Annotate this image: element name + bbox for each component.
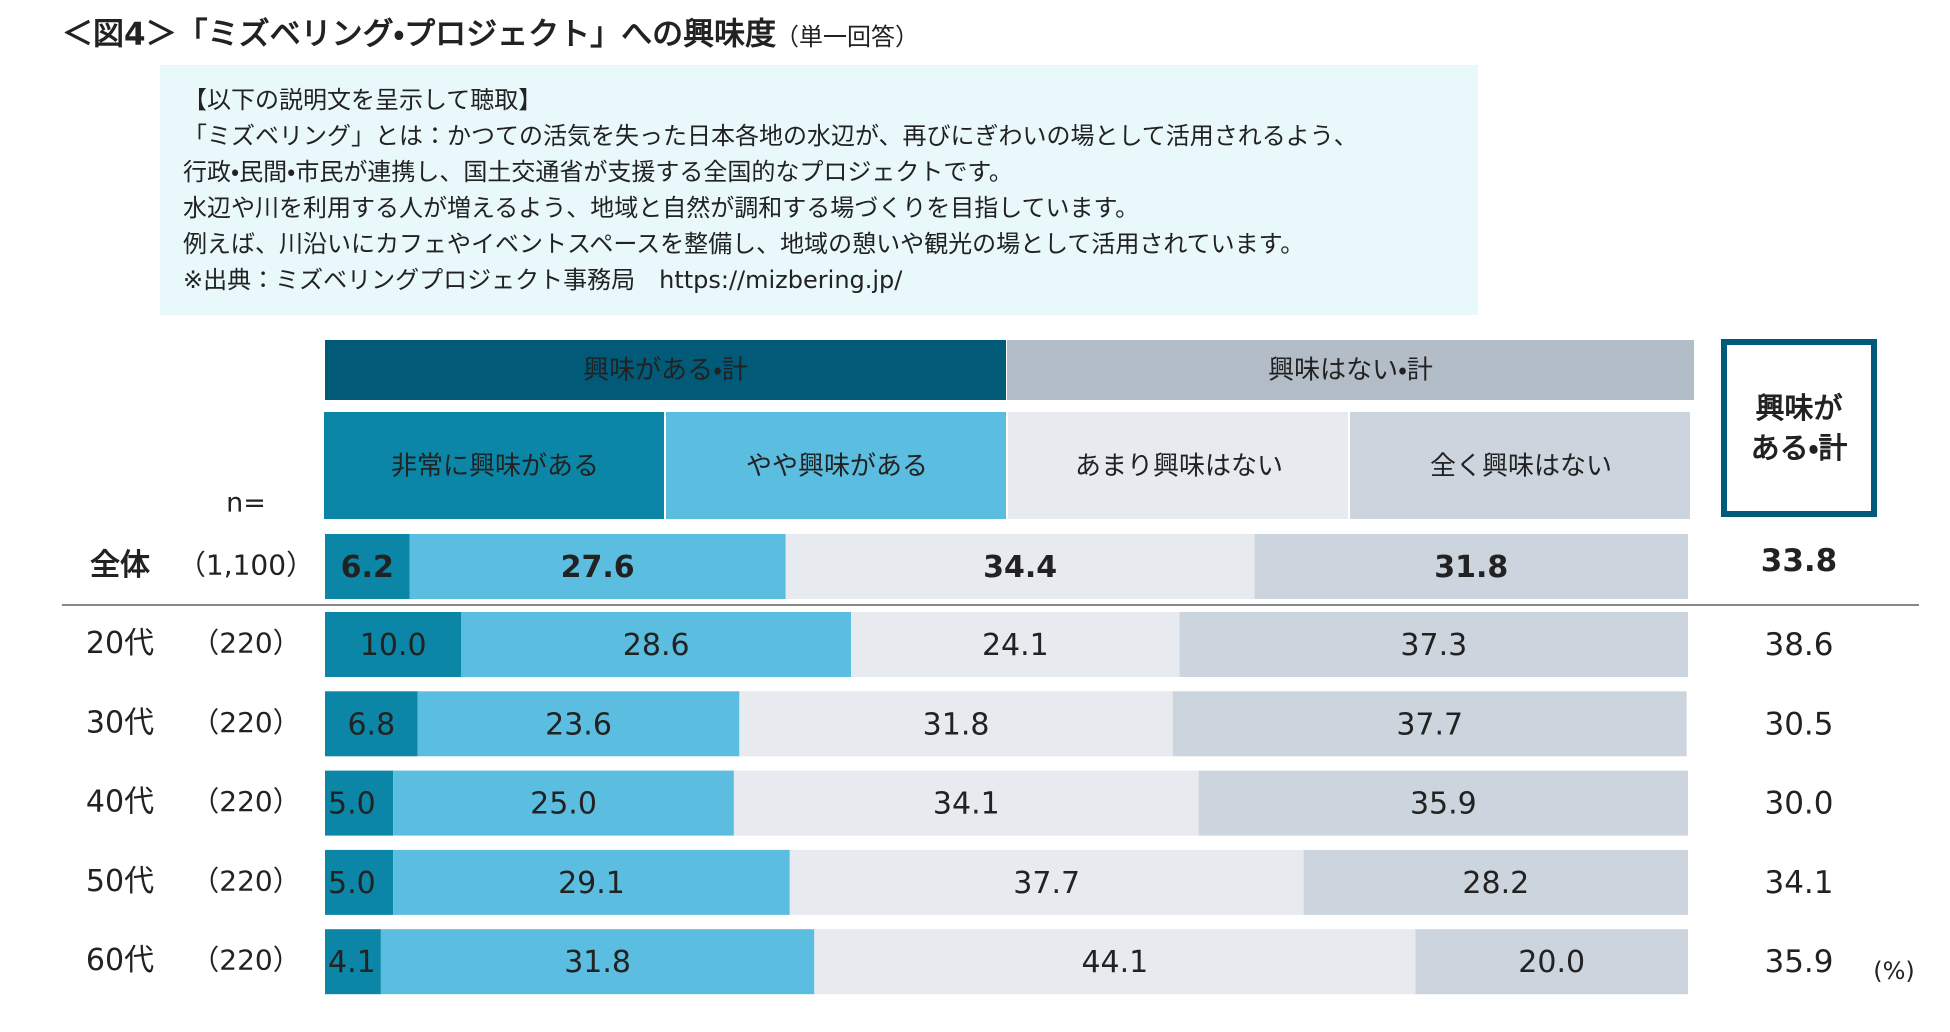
total-value: 38.6 (1764, 627, 1833, 663)
bar-segment (1172, 691, 1687, 757)
sample-size: （220） (191, 627, 300, 660)
value-label: 31.8 (923, 707, 990, 742)
totals-header: ある・計 (1751, 431, 1848, 465)
sample-size: （220） (191, 785, 300, 818)
bar-segment (739, 691, 1173, 757)
bar-segment (325, 929, 381, 995)
bar-segment (789, 849, 1304, 915)
chart-title: ＜図4＞「ミズベリング・プロジェクト」への興味度 (62, 17, 776, 53)
value-label: 37.7 (1013, 866, 1080, 901)
description-line: ※出典：ミズベリングプロジェクト事務局 https://mizbering.jp… (183, 266, 903, 294)
total-value: 34.1 (1764, 865, 1833, 901)
description-line: 行政・民間・市民が連携し、国土交通省が支援する全国的なプロジェクトです。 (183, 158, 1013, 186)
value-label: 34.1 (933, 787, 1000, 822)
value-label: 25.0 (530, 787, 597, 822)
sample-size: （220） (191, 944, 300, 977)
description-line: 「ミズベリング」とは：かつての活気を失った日本各地の水辺が、再びにぎわいの場とし… (183, 122, 1358, 150)
bar-segment (380, 929, 815, 995)
sample-size: （1,100） (178, 549, 314, 582)
category-label: 40代 (86, 785, 154, 820)
category-label: 全体 (90, 548, 151, 583)
value-label: 24.1 (982, 628, 1049, 663)
legend-label: やや興味がある (746, 452, 928, 482)
bar-segment (325, 770, 394, 836)
sample-size: （220） (191, 706, 300, 739)
value-label: 44.1 (1081, 945, 1148, 980)
value-label: 34.4 (983, 550, 1057, 585)
bar-segment (393, 770, 734, 836)
total-value: 35.9 (1764, 944, 1833, 980)
description-line: 【以下の説明文を呈示して聴取】 (183, 86, 542, 114)
category-label: 50代 (86, 864, 154, 899)
value-label: 37.3 (1400, 628, 1467, 663)
group-header (325, 340, 1006, 400)
total-value: 30.0 (1764, 786, 1833, 822)
category-label: 20代 (86, 626, 154, 661)
value-label: 29.1 (558, 866, 625, 901)
chart-subtitle: （単一回答） (775, 23, 919, 51)
bar-segment (1254, 534, 1688, 599)
value-label: 27.6 (561, 550, 635, 585)
bar-segment (1198, 770, 1688, 836)
value-label: 28.6 (623, 628, 690, 663)
legend-label: 全く興味はない (1430, 452, 1612, 482)
n-label: n= (226, 488, 266, 519)
legend-label: あまり興味はない (1075, 452, 1283, 482)
legend-label: 非常に興味がある (391, 452, 599, 482)
bar-segment (417, 691, 740, 757)
bar-segment (1303, 849, 1688, 915)
bar-segment (325, 612, 462, 677)
bar-segment (325, 849, 394, 915)
value-label: 31.8 (564, 945, 631, 980)
bar-segment (1179, 612, 1688, 677)
bar-segment (325, 534, 410, 599)
bar-segment (393, 849, 790, 915)
value-label: 37.7 (1396, 707, 1463, 742)
value-label: 5.0 (328, 866, 376, 901)
value-label: 31.8 (1434, 550, 1508, 585)
bar-segment (733, 770, 1199, 836)
bar-segment (785, 534, 1255, 599)
legend-box (666, 412, 1006, 519)
description-line: 水辺や川を利用する人が増えるよう、地域と自然が調和する場づくりを目指しています。 (183, 194, 1139, 222)
value-label: 23.6 (545, 707, 612, 742)
value-label: 6.8 (347, 707, 395, 742)
bar-segment (461, 612, 852, 677)
total-value: 30.5 (1764, 706, 1833, 742)
value-label: 28.2 (1462, 866, 1529, 901)
value-label: 4.1 (328, 945, 376, 980)
category-label: 30代 (86, 705, 154, 740)
bar-segment (1415, 929, 1688, 995)
group-header-label: 興味はない・計 (1268, 356, 1433, 386)
bar-segment (409, 534, 786, 599)
bar-segment (325, 691, 418, 757)
unit-label: (%) (1873, 957, 1915, 985)
bar-segment (851, 612, 1180, 677)
value-label: 6.2 (341, 550, 394, 585)
bar-segment (814, 929, 1416, 995)
legend-box (1008, 412, 1348, 519)
category-label: 60代 (86, 943, 154, 978)
description-box (160, 65, 1478, 315)
value-label: 20.0 (1518, 945, 1585, 980)
totals-header-box (1721, 339, 1877, 517)
group-header (1007, 340, 1694, 400)
sample-size: （220） (191, 864, 300, 897)
group-header-label: 興味がある・計 (583, 356, 748, 386)
totals-header: 興味が (1755, 391, 1842, 425)
legend-box (1350, 412, 1690, 519)
value-label: 10.0 (360, 628, 427, 663)
value-label: 35.9 (1410, 787, 1477, 822)
value-label: 5.0 (328, 787, 376, 822)
description-line: 例えば、川沿いにカフェやイベントスペースを整備し、地域の憩いや観光の場として活用… (183, 230, 1304, 258)
total-value: 33.8 (1761, 543, 1838, 579)
legend-box (324, 412, 664, 519)
